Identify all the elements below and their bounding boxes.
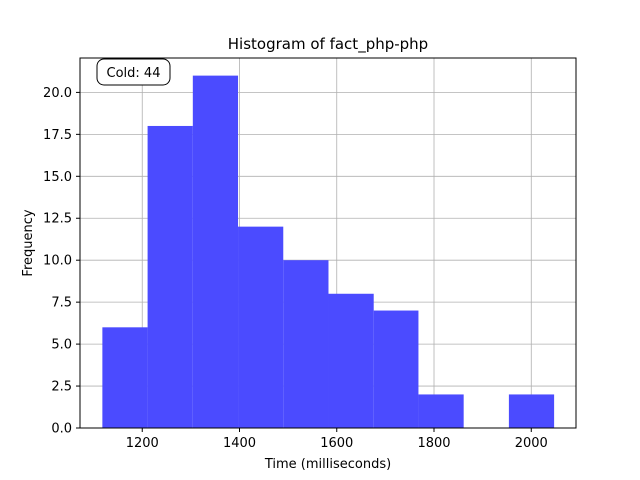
y-axis-ticks: 0.0 2.5 5.0 7.5 10.0 12.5 15.0 17.5 20.0 — [43, 86, 80, 437]
histogram-bar — [147, 125, 193, 429]
cold-start-annotation: Cold: 44 — [96, 58, 171, 86]
plot-frame — [79, 57, 577, 429]
y-tick-label: 7.5 — [51, 296, 72, 311]
x-tick-label: 2000 — [515, 436, 548, 451]
y-tick-label: 10.0 — [43, 254, 72, 269]
annotation-text: Cold: 44 — [107, 66, 161, 81]
histogram-bar — [418, 394, 464, 428]
x-axis-ticks: 1200 1400 1600 1800 2000 — [126, 428, 548, 451]
histogram-bar — [283, 260, 329, 428]
y-tick-label: 0.0 — [51, 422, 72, 437]
x-tick-label: 1800 — [417, 436, 450, 451]
histogram-bars — [102, 75, 555, 429]
y-tick-label: 20.0 — [43, 86, 72, 101]
x-tick-label: 1400 — [223, 436, 256, 451]
y-tick-label: 15.0 — [43, 170, 72, 185]
histogram-bar — [192, 75, 239, 428]
chart-title: Histogram of fact_php-php — [228, 35, 428, 54]
y-axis-label: Frequency — [21, 209, 36, 276]
y-tick-label: 17.5 — [43, 128, 72, 143]
histogram-bar — [102, 327, 148, 428]
x-tick-label: 1200 — [126, 436, 159, 451]
x-axis-label: Time (milliseconds) — [264, 457, 391, 472]
histogram-bar — [373, 310, 419, 428]
y-tick-label: 2.5 — [51, 380, 72, 395]
histogram-bar — [238, 226, 284, 428]
x-tick-label: 1600 — [320, 436, 353, 451]
histogram-bar — [328, 293, 374, 428]
y-tick-label: 5.0 — [51, 338, 72, 353]
y-tick-label: 12.5 — [43, 212, 72, 227]
histogram-bar — [508, 394, 555, 428]
annotation-box — [96, 58, 171, 86]
